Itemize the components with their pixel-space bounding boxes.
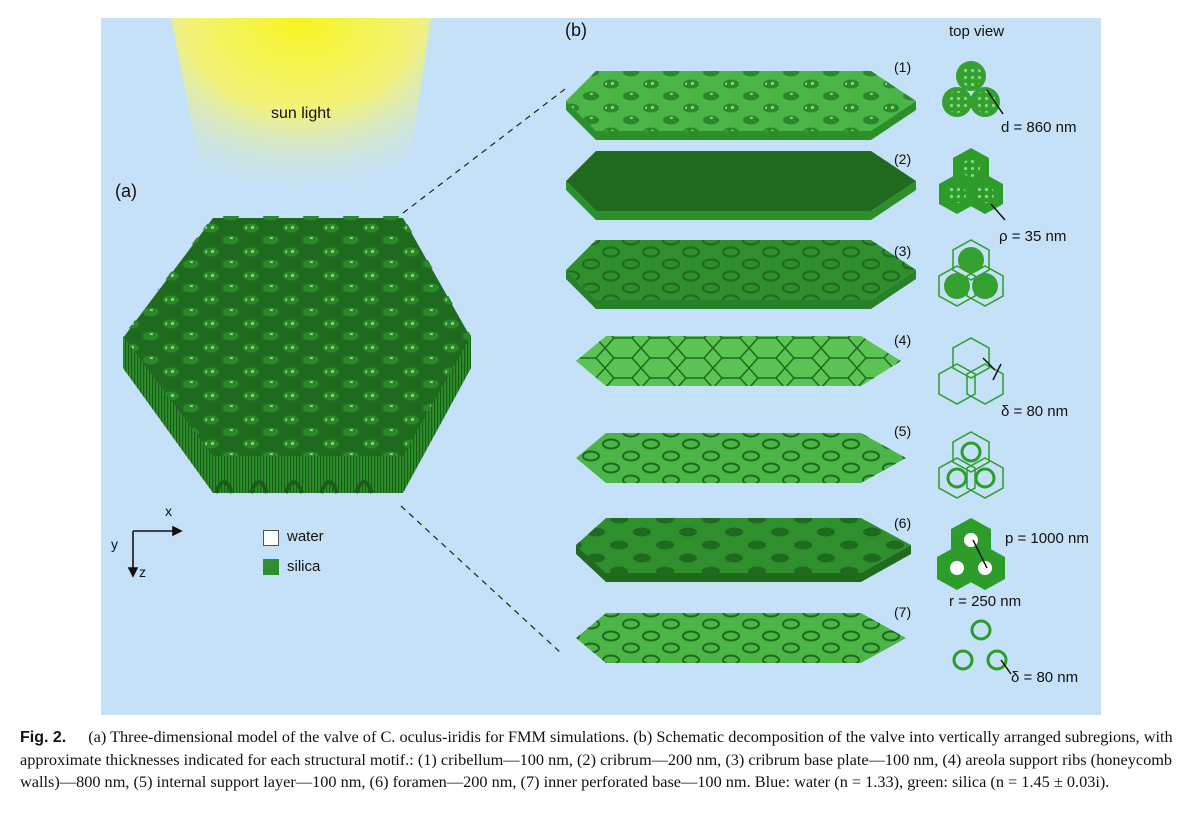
- legend-water-label: water: [287, 528, 324, 545]
- top-view-2: [939, 148, 1006, 221]
- figure-panel: (a) sun light x y z water silica (b) top…: [101, 18, 1101, 715]
- annotation-d: d = 860 nm: [1001, 119, 1077, 136]
- layer-4-areola-support-ribs: [576, 336, 901, 386]
- layer-1-cribellum: [566, 71, 916, 140]
- top-view-3: [938, 239, 1004, 307]
- caption-text: (a) Three-dimensional model of the valve…: [20, 727, 1173, 791]
- layer-index-3: (3): [894, 243, 912, 259]
- layer-index-6: (6): [894, 515, 912, 531]
- legend-water-swatch: [263, 530, 279, 546]
- annotation-delta-base: δ = 80 nm: [1011, 669, 1079, 686]
- legend-silica-label: silica: [287, 558, 321, 575]
- layer-2-cribrum: [566, 151, 916, 220]
- layer-index-2: (2): [894, 151, 912, 167]
- panel-b-label: (b): [565, 20, 587, 40]
- top-view-4: [938, 337, 1004, 405]
- connector-bottom: [400, 505, 562, 654]
- figure-caption: Fig. 2. (a) Three-dimensional model of th…: [20, 726, 1185, 793]
- top-view-5: [938, 431, 1004, 499]
- top-view-6: [937, 518, 1005, 590]
- layer-index-5: (5): [894, 423, 912, 439]
- axis-z-label: z: [139, 564, 146, 580]
- axes-indicator: [127, 525, 183, 578]
- figure-number: Fig. 2.: [20, 729, 67, 746]
- axis-y-label: y: [111, 536, 118, 552]
- layer-3-cribrum-base-plate: [566, 240, 916, 309]
- layer-index-1: (1): [894, 59, 912, 75]
- annotation-rho: ρ = 35 nm: [999, 228, 1067, 245]
- layer-6-foramen: [576, 518, 911, 582]
- connector-top: [402, 85, 570, 214]
- legend-silica-swatch: [263, 559, 279, 575]
- layer-index-7: (7): [894, 604, 912, 620]
- top-view-1: [942, 61, 1004, 117]
- top-view-label: top view: [949, 23, 1005, 40]
- layer-7-inner-perforated-base: [576, 613, 906, 663]
- annotation-r: r = 250 nm: [949, 593, 1022, 610]
- layer-index-4: (4): [894, 332, 912, 348]
- panel-a-label: (a): [115, 181, 137, 201]
- annotation-delta-ribs: δ = 80 nm: [1001, 403, 1069, 420]
- sunlight-beam: [171, 18, 431, 223]
- figure-illustration: [123, 18, 1012, 675]
- axis-x-label: x: [165, 503, 172, 519]
- sun-light-label: sun light: [271, 105, 331, 122]
- valve-3d-model: [123, 216, 471, 494]
- layer-5-internal-support-layer: [576, 433, 906, 483]
- annotation-p: p = 1000 nm: [1005, 530, 1089, 547]
- top-view-7: [952, 619, 1012, 675]
